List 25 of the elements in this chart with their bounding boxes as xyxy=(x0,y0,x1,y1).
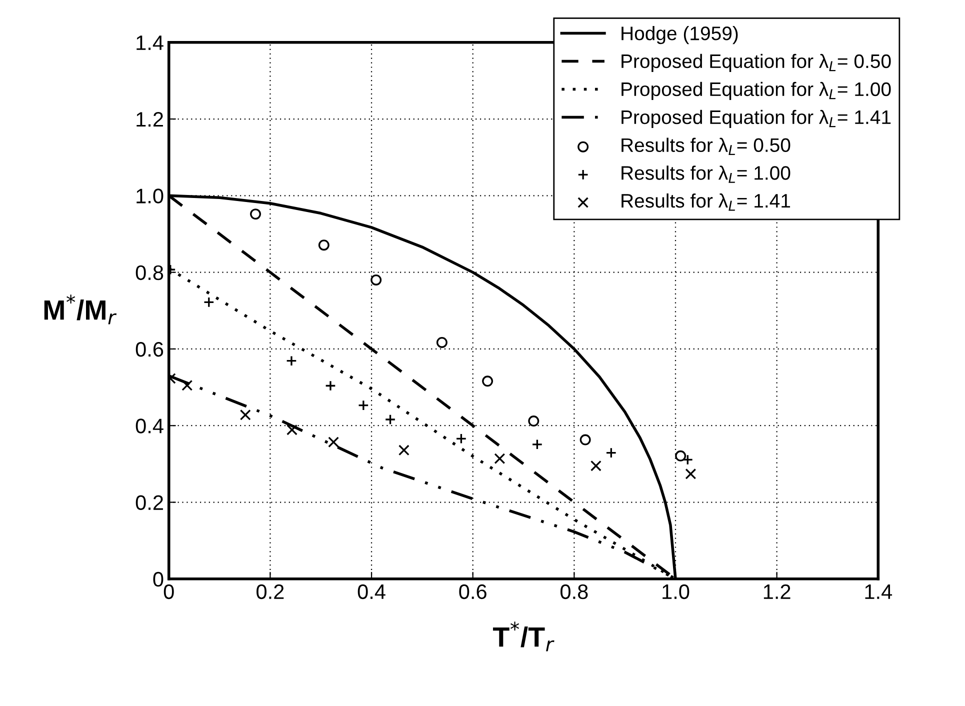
legend-label: Proposed Equation for λ$_{L}$= 1.41 xyxy=(622,110,891,128)
legend-label: Results for λ$_{L}$= 1.41 xyxy=(622,193,790,211)
y-tick-label: 0.8 xyxy=(136,265,164,280)
y-tick-label: 1.2 xyxy=(136,112,163,127)
legend-label: Results for λ$_{L}$= 0.50 xyxy=(622,138,790,156)
x-axis-title: T$^{*}$/T$_{r}$ xyxy=(492,622,554,652)
y-tick-label: 1.4 xyxy=(136,36,164,50)
x-tick-label: 1.2 xyxy=(764,584,790,599)
y-tick-label: 1.0 xyxy=(136,188,164,204)
x-tick-label: 0.4 xyxy=(358,584,386,600)
legend-label: Results for λ$_{L}$= 1.00 xyxy=(622,166,790,183)
y-tick-label: 0.2 xyxy=(136,495,163,510)
legend-label: Proposed Equation for λ$_{L}$= 0.50 xyxy=(622,54,891,72)
x-tick-label: 1.0 xyxy=(662,584,690,600)
x-tick-label: 0.8 xyxy=(560,584,588,600)
x-tick-label: 0.2 xyxy=(256,584,284,600)
x-tick-label: 0 xyxy=(164,584,174,600)
x-tick-label: 0.6 xyxy=(459,584,486,600)
y-tick-label: 0 xyxy=(153,572,164,587)
y-axis-title: M$^{*}$/M$_{r}$ xyxy=(44,294,117,324)
y-tick-label: 0.6 xyxy=(136,342,164,357)
legend-label: Hodge (1959) xyxy=(622,26,738,44)
y-tick-label: 0.4 xyxy=(136,418,164,434)
x-tick-label: 1.4 xyxy=(865,584,892,599)
legend-label: Proposed Equation for λ$_{L}$= 1.00 xyxy=(622,82,891,100)
